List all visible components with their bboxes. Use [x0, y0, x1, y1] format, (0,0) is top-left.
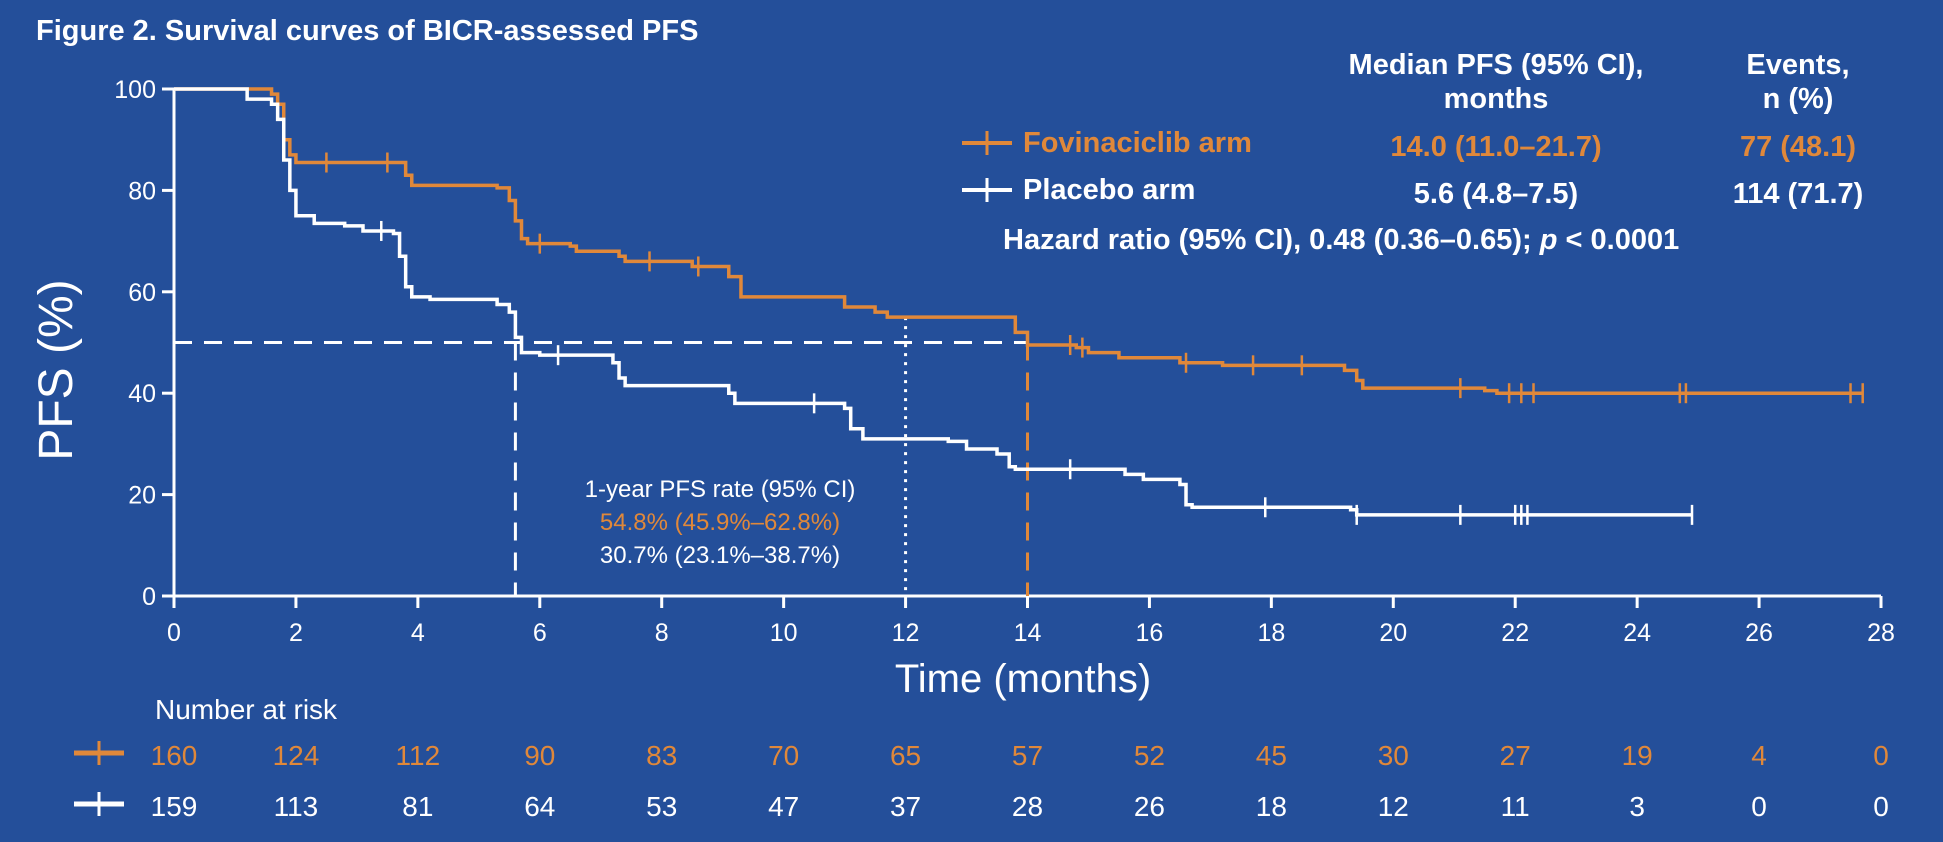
x-tick-label: 6	[533, 619, 547, 647]
risk-count-fovinaciclib: 160	[151, 740, 198, 771]
risk-count-fovinaciclib: 83	[646, 740, 677, 771]
risk-count-fovinaciclib: 65	[890, 740, 921, 771]
risk-count-placebo: 81	[402, 791, 433, 822]
risk-count-fovinaciclib: 4	[1751, 740, 1767, 771]
risk-count-placebo: 0	[1873, 791, 1889, 822]
y-axis: 0 20 40 60 80 100	[114, 76, 176, 611]
y-tick-label: 0	[142, 583, 156, 611]
legend-label-placebo: Placebo arm	[1023, 174, 1195, 206]
x-tick-label: 22	[1501, 619, 1529, 647]
risk-count-placebo: 113	[274, 791, 319, 822]
risk-count-placebo: 11	[1501, 791, 1530, 822]
risk-count-placebo: 3	[1629, 791, 1645, 822]
x-axis: 0 2 4 6 8 10 12 14 16 18 20 22 24 26 28	[167, 594, 1895, 647]
x-axis-label: Time (months)	[895, 657, 1151, 701]
risk-count-placebo: 26	[1134, 791, 1165, 822]
risk-count-fovinaciclib: 90	[524, 740, 555, 771]
risk-swatch-fovinaciclib	[74, 741, 124, 765]
legend-swatch-fovinaciclib	[962, 131, 1012, 155]
risk-count-fovinaciclib: 0	[1873, 740, 1889, 771]
events-header-line2: n (%)	[1763, 83, 1834, 115]
risk-swatch-placebo	[74, 792, 124, 816]
risk-count-placebo: 18	[1256, 791, 1287, 822]
risk-count-fovinaciclib: 30	[1378, 740, 1409, 771]
risk-count-placebo: 0	[1751, 791, 1767, 822]
risk-count-fovinaciclib: 124	[273, 740, 320, 771]
x-tick-label: 18	[1257, 619, 1285, 647]
risk-count-placebo: 47	[768, 791, 799, 822]
risk-count-fovinaciclib: 112	[396, 740, 441, 771]
events-header-line1: Events,	[1746, 49, 1849, 81]
one-year-rate-title: 1-year PFS rate (95% CI)	[585, 476, 856, 503]
y-tick-label: 100	[114, 76, 156, 104]
x-tick-label: 12	[892, 619, 920, 647]
legend: Median PFS (95% CI), months Events, n (%…	[962, 49, 1863, 256]
y-tick-label: 80	[128, 177, 156, 205]
figure-title: Figure 2. Survival curves of BICR-assess…	[36, 15, 698, 47]
median-header-line1: Median PFS (95% CI),	[1349, 49, 1644, 81]
risk-table-title: Number at risk	[155, 694, 338, 725]
median-fovinaciclib: 14.0 (11.0–21.7)	[1390, 131, 1601, 163]
risk-count-placebo: 28	[1012, 791, 1043, 822]
x-tick-label: 10	[770, 619, 798, 647]
x-tick-label: 0	[167, 619, 181, 647]
x-tick-label: 8	[655, 619, 669, 647]
one-year-rate-placebo: 30.7% (23.1%–38.7%)	[600, 542, 840, 569]
risk-count-fovinaciclib: 70	[768, 740, 799, 771]
x-tick-label: 28	[1867, 619, 1895, 647]
one-year-rate-fovinaciclib: 54.8% (45.9%–62.8%)	[600, 509, 840, 536]
x-tick-label: 2	[289, 619, 303, 647]
events-fovinaciclib: 77 (48.1)	[1740, 131, 1856, 163]
y-tick-label: 20	[128, 482, 156, 510]
y-tick-label: 40	[128, 380, 156, 408]
risk-count-placebo: 53	[646, 791, 677, 822]
risk-count-placebo: 12	[1378, 791, 1409, 822]
x-tick-label: 16	[1136, 619, 1164, 647]
x-tick-label: 26	[1745, 619, 1773, 647]
legend-label-fovinaciclib: Fovinaciclib arm	[1023, 127, 1252, 159]
x-tick-label: 20	[1379, 619, 1407, 647]
y-axis-label: PFS (%)	[30, 279, 83, 460]
legend-swatch-placebo	[962, 178, 1012, 202]
y-tick-label: 60	[128, 279, 156, 307]
risk-count-placebo: 159	[151, 791, 198, 822]
km-curve-fovinaciclib	[174, 87, 1863, 395]
risk-count-fovinaciclib: 57	[1012, 740, 1043, 771]
risk-count-fovinaciclib: 52	[1134, 740, 1165, 771]
x-tick-label: 4	[411, 619, 425, 647]
risk-count-fovinaciclib: 45	[1256, 740, 1287, 771]
x-tick-label: 14	[1014, 619, 1042, 647]
events-placebo: 114 (71.7)	[1733, 178, 1864, 210]
hazard-ratio-text: Hazard ratio (95% CI), 0.48 (0.36–0.65);…	[1003, 224, 1679, 256]
median-placebo: 5.6 (4.8–7.5)	[1414, 178, 1578, 210]
risk-count-placebo: 64	[524, 791, 555, 822]
km-curve-placebo	[174, 87, 1693, 517]
risk-count-fovinaciclib: 27	[1500, 740, 1531, 771]
median-header-line2: months	[1444, 83, 1549, 115]
x-tick-label: 24	[1623, 619, 1651, 647]
risk-count-placebo: 37	[890, 791, 921, 822]
risk-count-fovinaciclib: 19	[1622, 740, 1653, 771]
